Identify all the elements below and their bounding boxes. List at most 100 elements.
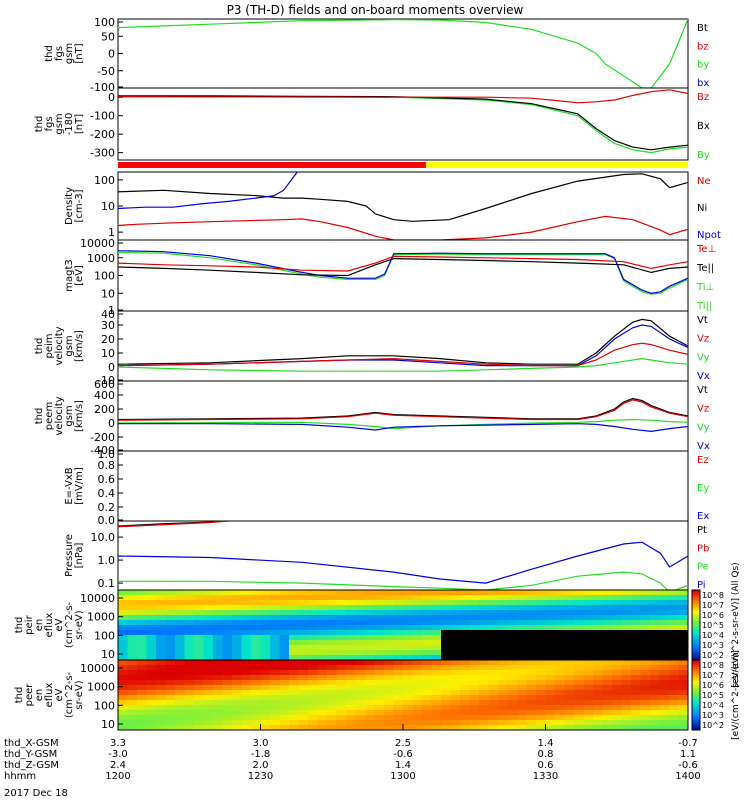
heatmap-cell [393, 720, 404, 726]
heatmap-cell [488, 595, 499, 601]
heatmap-cell [384, 690, 394, 696]
y-axis-label: sr-eV) [74, 610, 85, 639]
heatmap-cell [336, 625, 347, 631]
heatmap-cell [232, 700, 242, 706]
legend-entry-Vt: Vt [697, 385, 708, 396]
heatmap-cell [175, 650, 185, 656]
heatmap-cell [146, 650, 157, 656]
heatmap-cell [593, 610, 603, 616]
heatmap-cell [536, 680, 546, 686]
heatmap-cell [574, 660, 584, 666]
heatmap-cell [317, 715, 328, 721]
heatmap-cell [403, 675, 413, 681]
heatmap-cell [251, 690, 261, 696]
colorbar-cell [692, 714, 700, 717]
heatmap-cell [355, 680, 366, 686]
heatmap-cell [498, 595, 508, 601]
status-bar-red [118, 162, 426, 168]
heatmap-cell [678, 625, 689, 631]
heatmap-cell [450, 675, 461, 681]
heatmap-cell [194, 625, 204, 631]
heatmap-cell [403, 635, 413, 641]
x-tick-label: -0.7 [678, 738, 698, 749]
heatmap-cell [384, 620, 394, 626]
heatmap-cell [146, 685, 157, 691]
heatmap-cell [545, 690, 556, 696]
heatmap-cell [175, 715, 185, 721]
heatmap-cell [194, 715, 204, 721]
colorbar-cell [692, 684, 700, 687]
heatmap-cell [669, 610, 679, 616]
heatmap-cell [317, 655, 328, 661]
heatmap-cell [365, 605, 375, 611]
heatmap-cell [184, 645, 195, 651]
heatmap-cell [526, 725, 537, 731]
heatmap-cell [450, 715, 461, 721]
heatmap-cell [545, 665, 556, 671]
heatmap-cell [545, 715, 556, 721]
heatmap-cell [669, 705, 679, 711]
heatmap-cell [574, 700, 584, 706]
heatmap-cell [327, 710, 337, 716]
heatmap-cell [289, 620, 299, 626]
heatmap-cell [270, 715, 280, 721]
heatmap-cell [289, 705, 299, 711]
series-line-red [118, 399, 688, 421]
heatmap-cell [517, 595, 527, 601]
heatmap-cell [118, 690, 128, 696]
colorbar-label: [eV/(cm^2-s-sr-eV)] (All Qs) [731, 562, 741, 687]
legend-entry-Pi: Pi [697, 580, 706, 591]
heatmap-cell [640, 605, 651, 611]
heatmap-cell [678, 595, 689, 601]
colorbar-tick-label: 10^8 [702, 591, 724, 600]
heatmap-cell [222, 660, 233, 666]
heatmap-cell [583, 645, 594, 651]
heatmap-cell [251, 645, 261, 651]
heatmap-cell [194, 595, 204, 601]
heatmap-cell [621, 600, 632, 606]
heatmap-cell [593, 695, 603, 701]
heatmap-cell [469, 680, 480, 686]
heatmap-cell [137, 690, 147, 696]
colorbar-cell [692, 628, 700, 631]
heatmap-cell [555, 600, 565, 606]
heatmap-cell [146, 635, 157, 641]
x-tick-label: -1.8 [251, 749, 271, 760]
heatmap-cell [175, 590, 185, 596]
colorbar-cell [692, 702, 700, 705]
heatmap-cell [498, 610, 508, 616]
heatmap-cell [621, 715, 632, 721]
heatmap-cell [422, 705, 432, 711]
heatmap-cell [526, 600, 537, 606]
heatmap-cell [308, 610, 318, 616]
heatmap-cell [241, 685, 252, 691]
heatmap-cell [583, 625, 594, 631]
y-tick-label: 100 [94, 270, 115, 283]
heatmap-cell [298, 710, 309, 716]
heatmap-cell [621, 685, 632, 691]
heatmap-cell [422, 670, 432, 676]
heatmap-cell [146, 710, 157, 716]
heatmap-cell [545, 700, 556, 706]
heatmap-cell [460, 610, 470, 616]
heatmap-cell [374, 705, 385, 711]
colorbar-cell [692, 658, 700, 661]
heatmap-cell [678, 635, 689, 641]
heatmap-cell [678, 680, 689, 686]
heatmap-cell [507, 655, 518, 661]
heatmap-cell [631, 690, 641, 696]
heatmap-cell [137, 705, 147, 711]
heatmap-cell [574, 635, 584, 641]
heatmap-cell [336, 655, 347, 661]
heatmap-cell [640, 665, 651, 671]
heatmap-cell [279, 615, 290, 621]
heatmap-cell [479, 630, 489, 636]
panel-frame [117, 310, 689, 382]
heatmap-cell [612, 615, 622, 621]
heatmap-cell [184, 715, 195, 721]
heatmap-cell [517, 655, 527, 661]
heatmap-cell [317, 665, 328, 671]
heatmap-cell [422, 675, 432, 681]
heatmap-cell [536, 705, 546, 711]
